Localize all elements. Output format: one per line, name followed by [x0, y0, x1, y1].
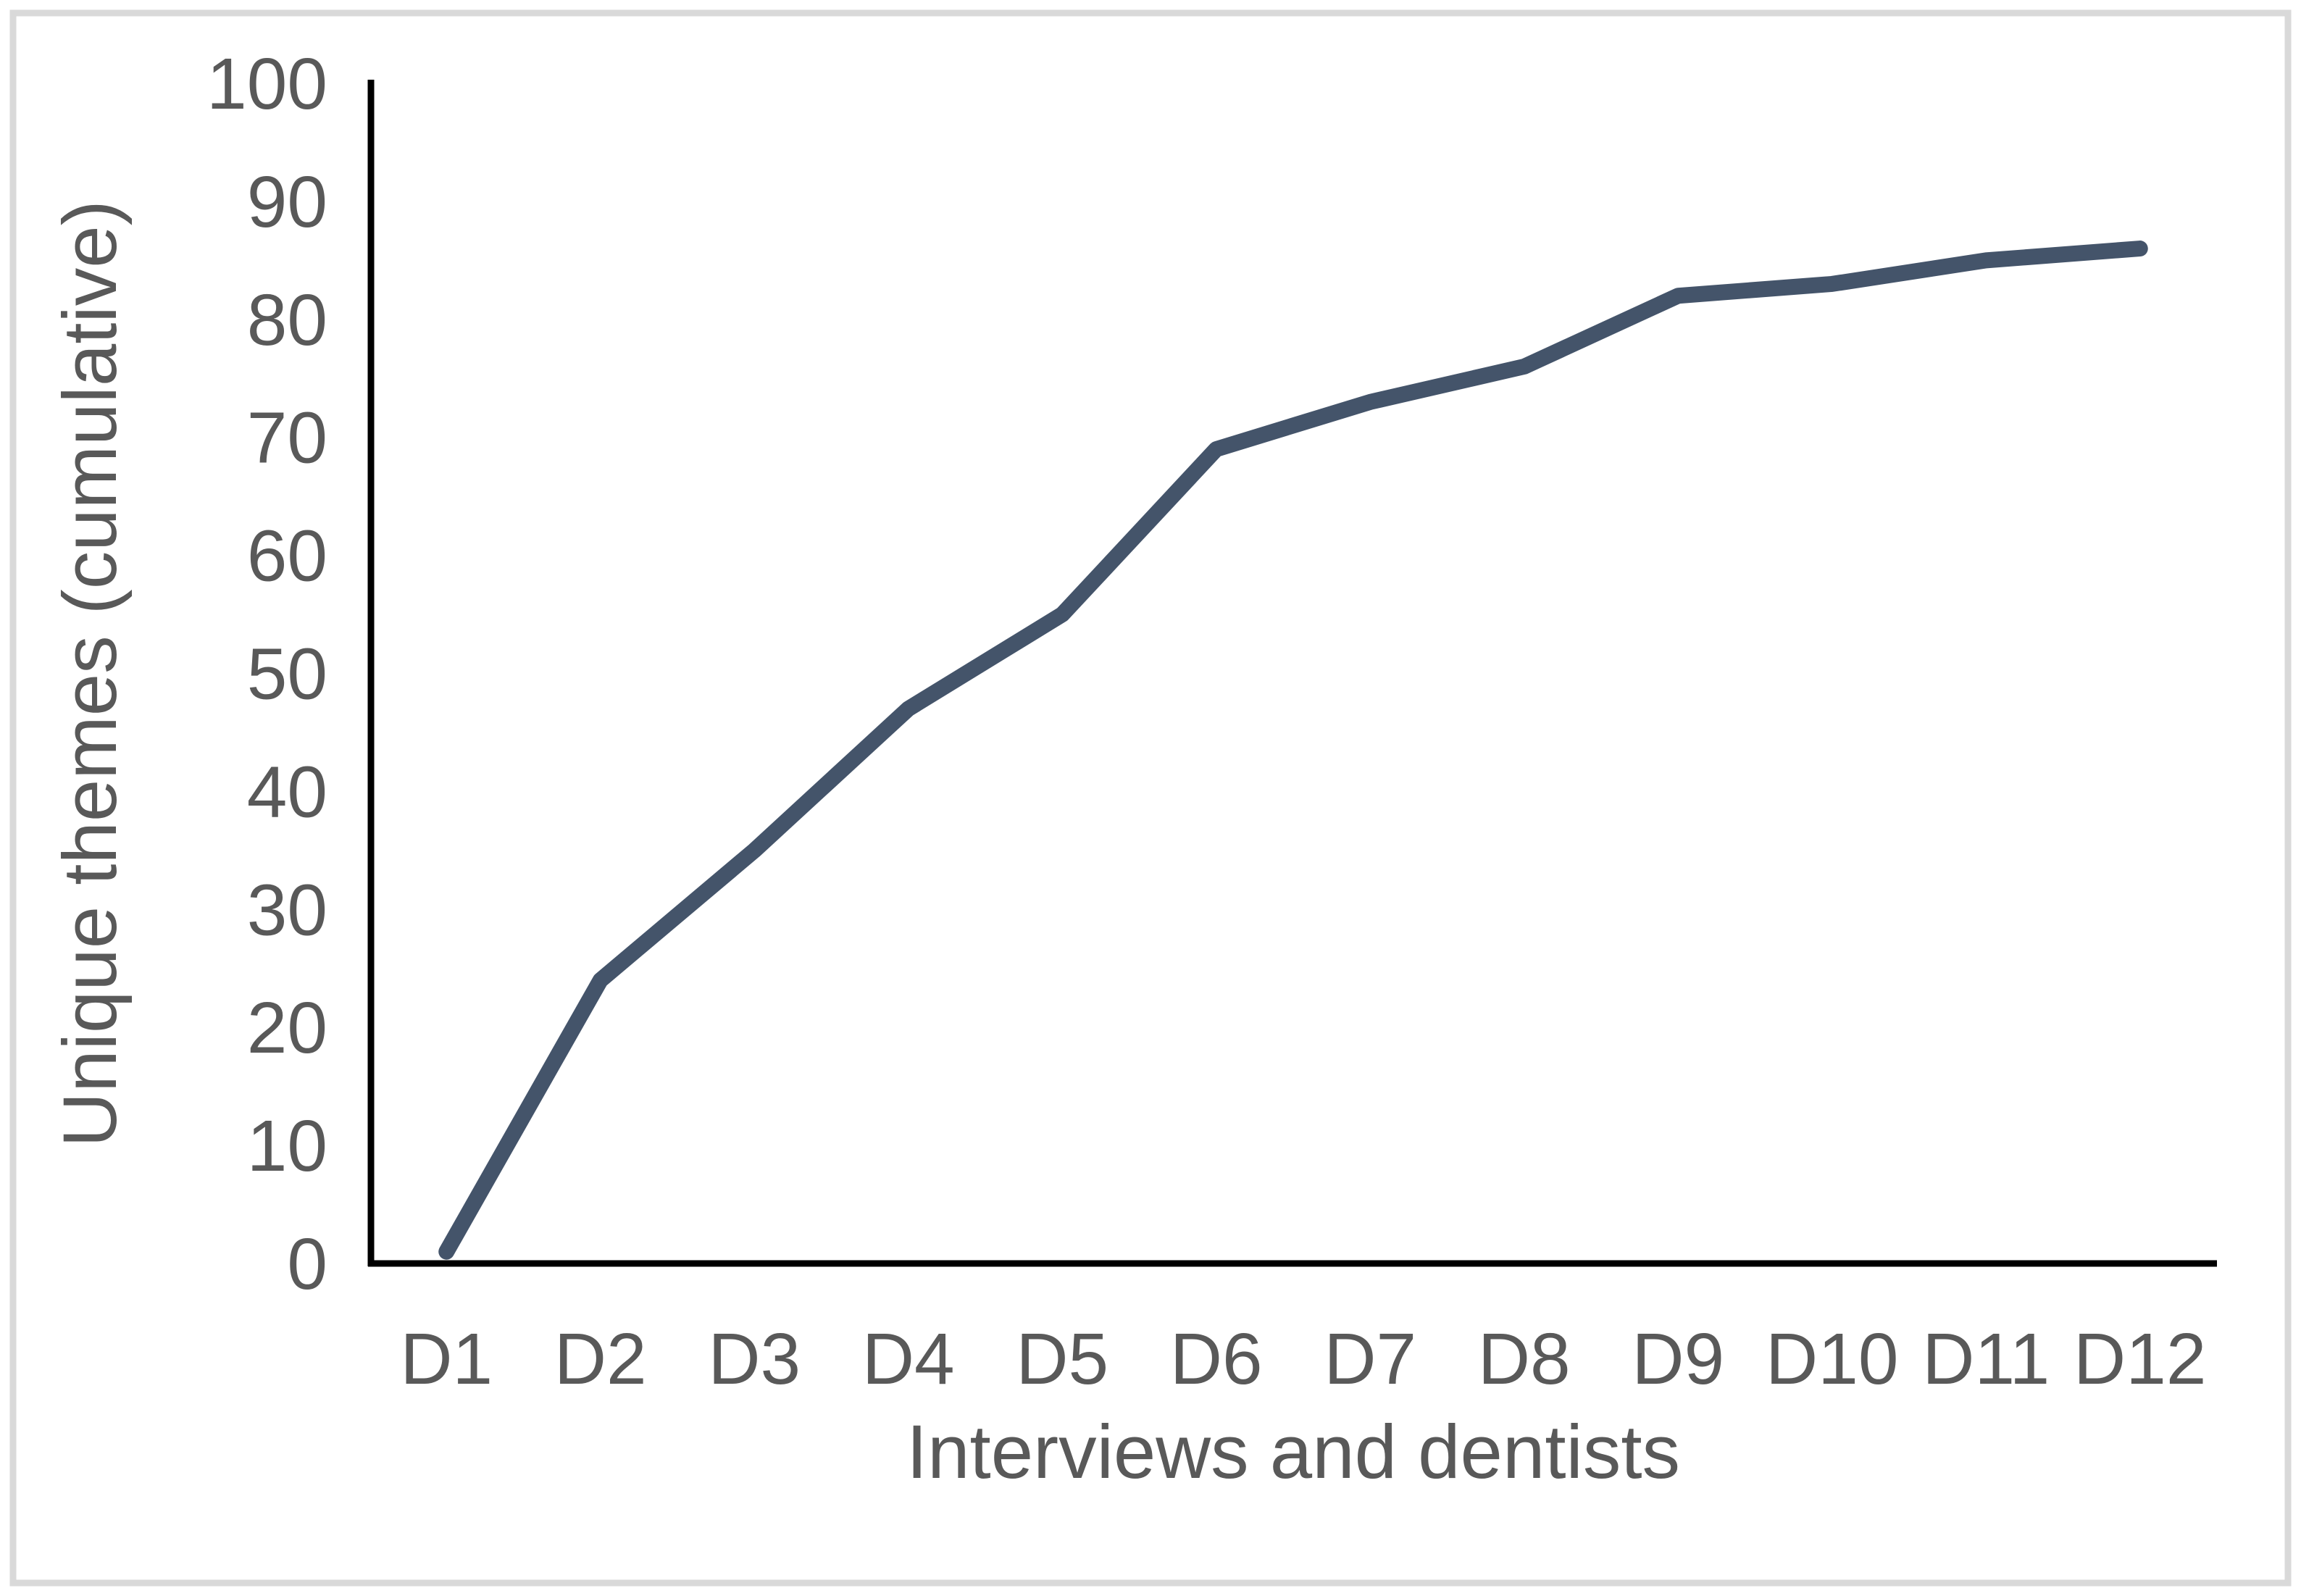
y-tick-label: 0	[287, 1224, 327, 1305]
x-tick-label: D2	[554, 1319, 647, 1400]
y-tick-label: 50	[247, 634, 327, 715]
x-tick-label: D8	[1478, 1319, 1571, 1400]
y-tick-label: 60	[247, 516, 327, 597]
x-tick-label: D11	[1922, 1319, 2050, 1400]
x-tick-label: D10	[1766, 1319, 1898, 1400]
y-tick-label: 10	[247, 1106, 327, 1187]
x-tick-label: D9	[1632, 1319, 1724, 1400]
y-tick-label: 90	[247, 162, 327, 243]
x-axis-tick-labels: D1 D2 D3 D4 D5 D6 D7 D8 D9 D10 D11 D12	[400, 1319, 2206, 1400]
y-tick-label: 70	[247, 398, 327, 479]
y-tick-label: 100	[206, 43, 327, 125]
series-line-unique-themes	[438, 241, 2148, 1260]
y-tick-label: 30	[247, 869, 327, 951]
x-tick-label: D7	[1324, 1319, 1416, 1400]
x-tick-label: D3	[708, 1319, 801, 1400]
series-group	[438, 241, 2148, 1260]
x-axis-title: Interviews and dentists	[906, 1410, 1680, 1495]
x-tick-label: D1	[400, 1319, 493, 1400]
x-tick-label: D5	[1016, 1319, 1108, 1400]
y-tick-label: 20	[247, 987, 327, 1069]
x-tick-label: D6	[1170, 1319, 1263, 1400]
y-tick-label: 40	[247, 751, 327, 832]
y-axis-title: Unique themes (cumulative)	[48, 200, 133, 1147]
y-tick-label: 80	[247, 280, 327, 361]
figure-border	[9, 9, 2292, 1587]
x-tick-label: D12	[2074, 1319, 2206, 1400]
x-tick-label: D4	[862, 1319, 955, 1400]
y-axis-tick-labels: 0 10 20 30 40 50 60 70 80 90 100	[206, 43, 327, 1305]
